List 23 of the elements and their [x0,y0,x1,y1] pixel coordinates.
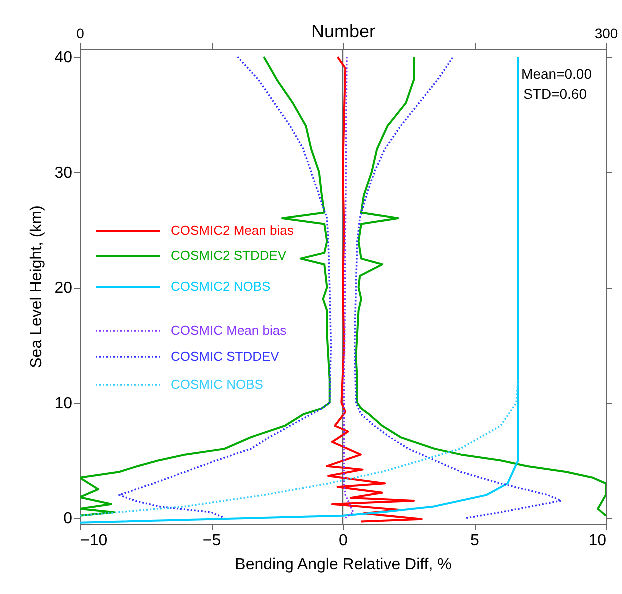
legend-label: COSMIC2 STDDEV [171,248,287,263]
legend-label: COSMIC Mean bias [171,323,288,338]
legend-label: COSMIC STDDEV [171,349,280,364]
x-axis-title: Bending Angle Relative Diff, % [235,556,452,574]
x2-axis-title: Number [311,22,376,42]
y-tick-label: 10 [54,395,73,412]
annotation: STD=0.60 [524,86,588,102]
x-tick-label: 5 [470,532,480,550]
x-tick-label: 10 [588,532,607,550]
x-tick-label: −10 [80,532,108,550]
y-tick-label: 20 [54,280,73,298]
x2-tick-label: 300 [594,26,618,42]
legend-label: COSMIC2 Mean bias [171,223,294,238]
legend-label: COSMIC2 NOBS [171,279,272,294]
y-axis-title: Sea Level Height, (km) [28,206,46,368]
y-tick-label: 0 [64,510,73,528]
y-tick-label: 30 [54,164,73,182]
y-tick-label: 40 [54,50,73,67]
annotation: Mean=0.00 [522,66,592,82]
x-tick-label: 0 [339,532,348,550]
legend-label: COSMIC NOBS [171,377,264,392]
x-tick-label: −5 [202,532,222,550]
x2-tick-label: 0 [76,26,85,42]
